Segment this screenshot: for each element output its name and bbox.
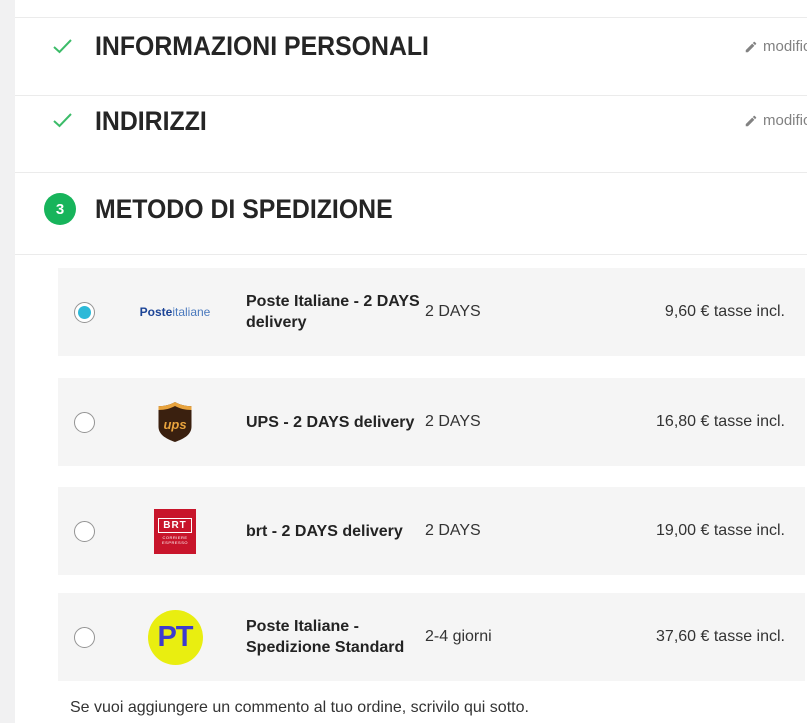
shipping-radio[interactable] bbox=[73, 520, 95, 542]
carrier-name: brt - 2 DAYS delivery bbox=[246, 522, 403, 540]
shipping-option-ups-2days[interactable]: ups UPS - 2 DAYS delivery 2 DAYS 16,80 €… bbox=[58, 378, 805, 466]
poste-italiane-logo: Posteitaliane bbox=[110, 305, 240, 319]
step-title-shipping-method: METODO DI SPEDIZIONE bbox=[95, 194, 393, 224]
carrier-name: Poste Italiane - Spedizione Standard bbox=[246, 618, 405, 656]
pt-logo-text: PT bbox=[147, 609, 203, 665]
section-divider bbox=[15, 172, 807, 173]
edit-link-label: modifica bbox=[763, 38, 807, 55]
section-divider bbox=[15, 254, 807, 255]
shipping-radio[interactable] bbox=[73, 301, 95, 323]
step-title-personal-information: INFORMAZIONI PERSONALI bbox=[95, 31, 429, 61]
brt-logo-subtext: CORRIERE ESPRESSO bbox=[161, 534, 188, 545]
poste-logo-light: italiane bbox=[172, 305, 211, 319]
carrier-name: UPS - 2 DAYS delivery bbox=[246, 413, 415, 431]
ups-logo: ups bbox=[110, 401, 240, 443]
poste-logo-bold: Poste bbox=[139, 305, 173, 319]
carrier-delay: 2 DAYS bbox=[425, 303, 481, 320]
carrier-price: 19,00 € tasse incl. bbox=[656, 522, 785, 539]
carrier-delay: 2-4 giorni bbox=[425, 628, 492, 645]
brt-logo-text: BRT bbox=[158, 517, 192, 533]
shipping-radio[interactable] bbox=[73, 411, 95, 433]
section-divider bbox=[15, 95, 807, 96]
pencil-icon bbox=[745, 41, 757, 52]
order-comment-prompt: Se vuoi aggiungere un commento al tuo or… bbox=[70, 699, 529, 716]
carrier-price: 16,80 € tasse incl. bbox=[656, 413, 785, 430]
brt-logo: BRT CORRIERE ESPRESSO bbox=[110, 508, 240, 554]
carrier-name: Poste Italiane - 2 DAYS delivery bbox=[246, 293, 420, 331]
card-top-border bbox=[15, 17, 807, 18]
shipping-option-poste-2days[interactable]: Posteitaliane Poste Italiane - 2 DAYS de… bbox=[58, 268, 805, 356]
page-left-margin bbox=[0, 0, 15, 723]
svg-text:ups: ups bbox=[163, 417, 186, 432]
pt-logo: PT bbox=[110, 609, 240, 665]
edit-link-label: modifica bbox=[763, 112, 807, 129]
edit-addresses-link[interactable]: modifica bbox=[744, 112, 807, 129]
step-number-badge: 3 bbox=[44, 193, 76, 225]
shipping-radio[interactable] bbox=[73, 626, 95, 648]
carrier-delay: 2 DAYS bbox=[425, 522, 481, 539]
step-complete-check-icon bbox=[52, 112, 73, 128]
step-complete-check-icon bbox=[52, 38, 73, 54]
carrier-price: 9,60 € tasse incl. bbox=[664, 303, 785, 320]
step-title-addresses: INDIRIZZI bbox=[95, 106, 207, 136]
edit-personal-information-link[interactable]: modifica bbox=[744, 38, 807, 55]
shipping-option-poste-standard[interactable]: PT Poste Italiane - Spedizione Standard … bbox=[58, 593, 805, 681]
pencil-icon bbox=[745, 115, 757, 126]
shipping-option-brt-2days[interactable]: BRT CORRIERE ESPRESSO brt - 2 DAYS deliv… bbox=[58, 487, 805, 575]
carrier-delay: 2 DAYS bbox=[425, 413, 481, 430]
carrier-price: 37,60 € tasse incl. bbox=[656, 628, 785, 645]
